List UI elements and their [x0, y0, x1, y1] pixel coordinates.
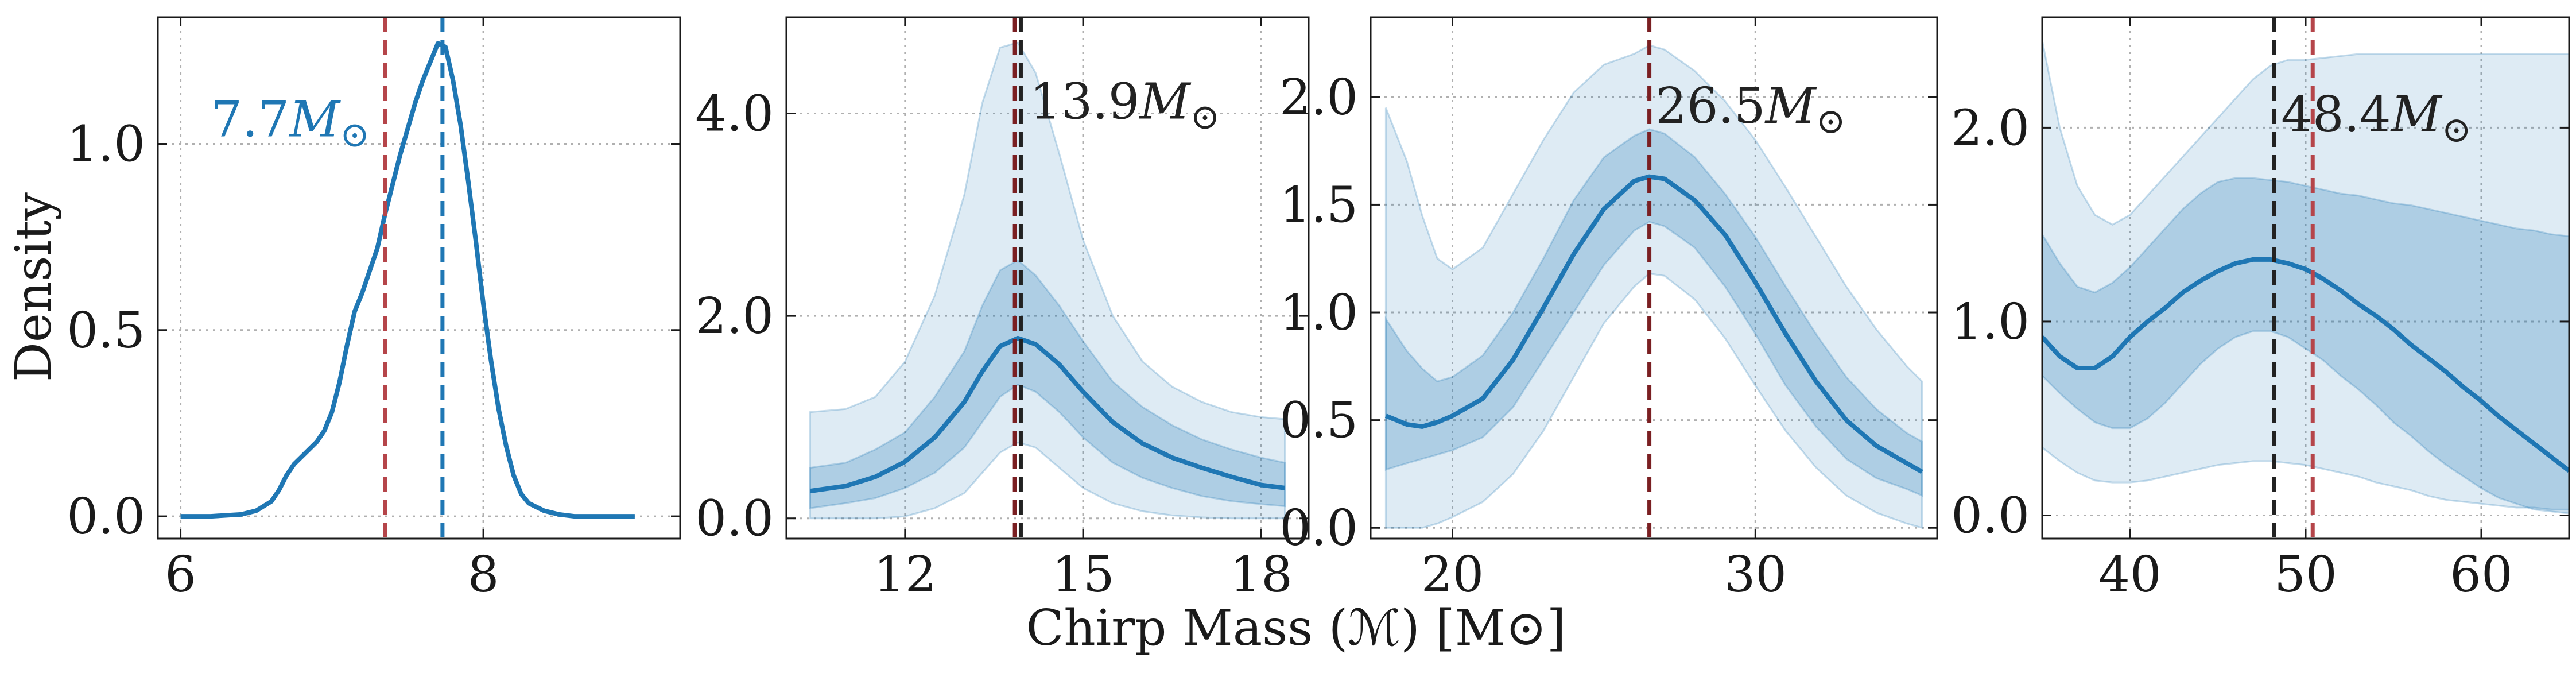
x-tick-label: 8 — [468, 546, 499, 604]
x-tick-label: 20 — [1421, 546, 1484, 604]
y-tick-label: 0.0 — [67, 488, 145, 546]
y-tick-label: 1.0 — [1279, 284, 1358, 342]
plot-area — [809, 17, 1286, 539]
axes-frame — [785, 16, 1310, 540]
y-tick-label: 0.5 — [67, 302, 145, 359]
y-tick-label: 0.5 — [1279, 392, 1358, 450]
axes-frame — [1370, 16, 1938, 540]
peak-annotation: 26.5M⊙ — [1655, 78, 1846, 142]
density-line — [180, 41, 635, 519]
y-tick-label: 0.0 — [695, 490, 774, 548]
x-tick-label: 6 — [165, 546, 196, 604]
x-tick-label: 30 — [1724, 546, 1787, 604]
x-tick-label: 60 — [2450, 546, 2512, 604]
y-tick-label: 1.5 — [1279, 176, 1358, 234]
y-tick-label: 1.0 — [67, 116, 145, 173]
credible-band-outer — [809, 41, 1286, 520]
credible-band-outer — [2042, 40, 2569, 510]
x-tick-label: 15 — [1052, 546, 1114, 604]
x-tick-label: 40 — [2098, 546, 2161, 604]
y-tick-label: 4.0 — [695, 85, 774, 142]
y-tick-label: 2.0 — [695, 288, 774, 345]
credible-band-inner — [1384, 128, 1923, 497]
credible-band-inner — [2042, 177, 2569, 515]
y-tick-label: 2.0 — [1279, 69, 1358, 126]
y-axis-label: Density — [5, 192, 63, 382]
x-tick-label: 18 — [1230, 546, 1293, 604]
density-line — [2042, 257, 2569, 473]
axes-frame — [157, 16, 681, 540]
plot-area — [1384, 17, 1923, 539]
x-axis-label: Chirp Mass (ℳ) [M⊙] — [1026, 599, 1566, 657]
panel-3: 20 30 0.0 0.5 1.0 1.5 2.0 26.5M⊙ — [1279, 16, 1938, 604]
peak-annotation: 7.7M⊙ — [211, 91, 370, 156]
credible-band-inner — [809, 259, 1286, 509]
panel-4: 40 50 60 0.0 1.0 2.0 48.4M⊙ — [1951, 16, 2570, 604]
density-line — [809, 335, 1286, 494]
y-tick-label: 2.0 — [1951, 99, 2030, 157]
y-tick-label: 1.0 — [1951, 293, 2030, 351]
plot-area — [180, 17, 635, 539]
plot-area — [2042, 17, 2569, 539]
peak-annotation: 48.4M⊙ — [2281, 86, 2472, 150]
x-tick-label: 50 — [2274, 546, 2337, 604]
density-line — [1384, 174, 1923, 474]
credible-band-outer — [1384, 44, 1923, 529]
peak-annotation: 13.9M⊙ — [1030, 73, 1220, 137]
y-tick-label: 0.0 — [1279, 500, 1358, 557]
y-tick-label: 0.0 — [1951, 487, 2030, 544]
x-tick-label: 12 — [874, 546, 936, 604]
panel-1: 6 8 0.0 0.5 1.0 7.7M⊙ — [67, 16, 681, 604]
panel-2: 12 15 18 0.0 2.0 4.0 13.9M⊙ — [695, 16, 1310, 604]
